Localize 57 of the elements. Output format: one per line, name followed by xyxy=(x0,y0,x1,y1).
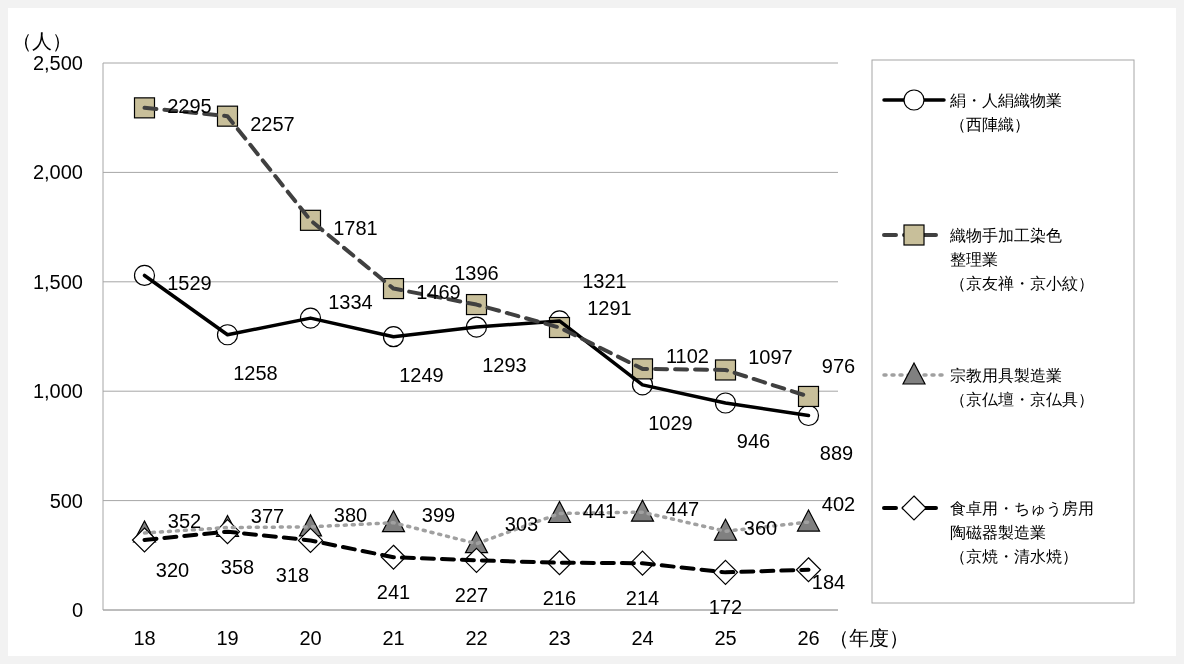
y-axis-title: （人） xyxy=(12,30,72,52)
data-label: 380 xyxy=(333,503,368,526)
x-tick-label: 22 xyxy=(465,627,488,649)
data-label: 1291 xyxy=(587,296,632,319)
y-tick-label: 1,000 xyxy=(32,380,83,403)
x-tick-label: 24 xyxy=(631,627,654,649)
point xyxy=(797,385,820,408)
data-label: 976 xyxy=(821,355,856,378)
data-label: 377 xyxy=(250,504,285,527)
legend-label: 食卓用・ちゅう房用陶磁器製造業（京焼・清水焼） xyxy=(950,500,1094,565)
data-label: 216 xyxy=(542,586,577,609)
x-tick-label: 25 xyxy=(714,627,737,649)
data-label: 1249 xyxy=(399,363,444,386)
data-label: 352 xyxy=(167,509,202,532)
data-label: 360 xyxy=(743,517,778,540)
data-label: 946 xyxy=(736,430,771,453)
data-label: 889 xyxy=(819,442,854,465)
data-label: 1029 xyxy=(648,411,693,434)
legend-label: 絹・人絹織物業（西陣織） xyxy=(949,92,1062,133)
data-label: 2257 xyxy=(250,113,295,136)
data-label: 1097 xyxy=(748,345,793,368)
x-tick-label: 18 xyxy=(133,627,156,649)
data-label: 227 xyxy=(454,584,489,607)
legend-label: 織物手加工染色整理業（京友禅・京小紋） xyxy=(949,227,1094,292)
data-label: 1529 xyxy=(167,272,212,295)
data-label: 358 xyxy=(220,555,255,578)
x-axis-title: （年度） xyxy=(828,627,909,649)
data-label: 172 xyxy=(708,596,743,619)
data-label: 241 xyxy=(376,581,411,604)
data-label: 1258 xyxy=(233,361,278,384)
x-tick-label: 26 xyxy=(797,627,820,649)
data-label: 1293 xyxy=(482,354,527,377)
data-label: 2295 xyxy=(167,94,212,117)
y-tick-label: 0 xyxy=(71,599,83,621)
y-tick-label: 500 xyxy=(49,489,83,512)
data-label: 399 xyxy=(421,503,456,526)
data-label: 1321 xyxy=(582,269,627,292)
x-tick-label: 23 xyxy=(548,627,571,649)
x-tick-label: 21 xyxy=(382,627,405,649)
x-tick-label: 19 xyxy=(216,627,239,649)
data-label: 441 xyxy=(582,499,617,522)
x-tick-label: 20 xyxy=(299,627,322,649)
data-label: 1102 xyxy=(665,344,710,367)
data-label: 318 xyxy=(275,564,310,587)
data-label: 1334 xyxy=(328,291,373,314)
legend-label: 宗教用具製造業（京仏壇・京仏具） xyxy=(950,367,1094,408)
data-label: 214 xyxy=(625,587,660,610)
y-tick-label: 2,000 xyxy=(32,161,83,184)
point xyxy=(796,509,821,532)
data-label: 1781 xyxy=(333,217,378,240)
y-tick-label: 2,500 xyxy=(32,52,83,74)
data-label: 184 xyxy=(811,570,846,593)
y-tick-label: 1,500 xyxy=(32,270,83,293)
data-label: 402 xyxy=(821,493,856,516)
data-label: 447 xyxy=(665,498,700,521)
data-label: 303 xyxy=(504,512,539,535)
data-label: 320 xyxy=(155,558,190,581)
